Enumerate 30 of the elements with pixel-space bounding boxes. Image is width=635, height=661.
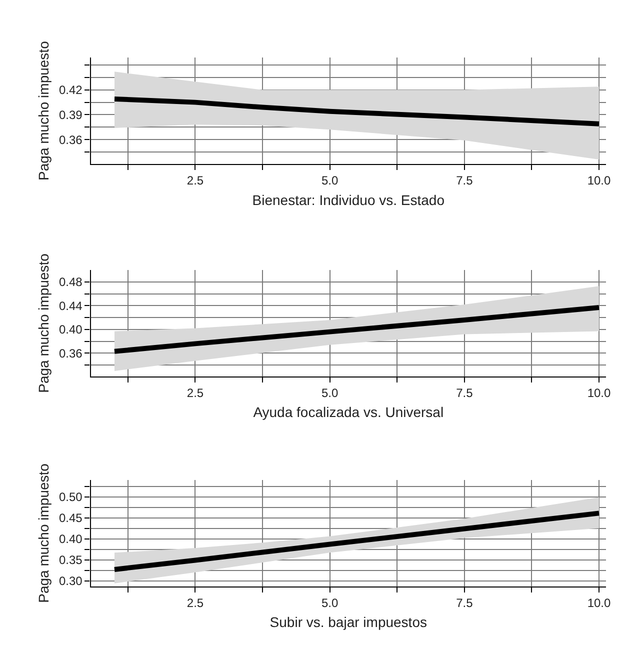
x-tick-label: 7.5: [456, 386, 474, 400]
y-tick-label: 0.35: [58, 553, 83, 568]
x-tick-label: 10.0: [587, 596, 611, 610]
x-tick-label: 2.5: [186, 386, 204, 400]
x-axis-title: Bienestar: Individuo vs. Estado: [252, 192, 445, 208]
x-tick-label: 2.5: [186, 596, 204, 610]
y-tick-label: 0.36: [58, 132, 83, 147]
y-tick-label: 0.45: [58, 511, 83, 525]
y-tick-label: 0.42: [58, 83, 83, 98]
x-axis-title: Subir vs. bajar impuestos: [270, 614, 427, 630]
x-tick-label: 7.5: [456, 596, 474, 610]
y-axis-title: Paga mucho impuesto: [36, 40, 52, 180]
x-tick-label: 10.0: [587, 174, 611, 188]
x-axis-title: Ayuda focalizada vs. Universal: [253, 404, 444, 420]
x-tick-label: 10.0: [587, 386, 611, 400]
y-axis-title: Paga mucho impuesto: [36, 463, 52, 603]
x-tick-label: 5.0: [321, 386, 338, 400]
y-axis-title: Paga mucho impuesto: [36, 253, 52, 393]
y-tick-label: 0.40: [58, 322, 83, 337]
y-tick-label: 0.44: [58, 298, 83, 313]
x-tick-label: 5.0: [321, 174, 338, 188]
x-tick-label: 5.0: [321, 596, 338, 610]
y-tick-label: 0.48: [58, 275, 83, 290]
y-tick-label: 0.50: [58, 490, 83, 504]
x-tick-label: 7.5: [456, 174, 474, 188]
y-tick-label: 0.40: [58, 532, 83, 546]
y-tick-label: 0.39: [58, 108, 83, 122]
y-tick-label: 0.30: [58, 574, 83, 588]
y-tick-label: 0.36: [58, 346, 83, 360]
x-tick-label: 2.5: [186, 174, 204, 188]
